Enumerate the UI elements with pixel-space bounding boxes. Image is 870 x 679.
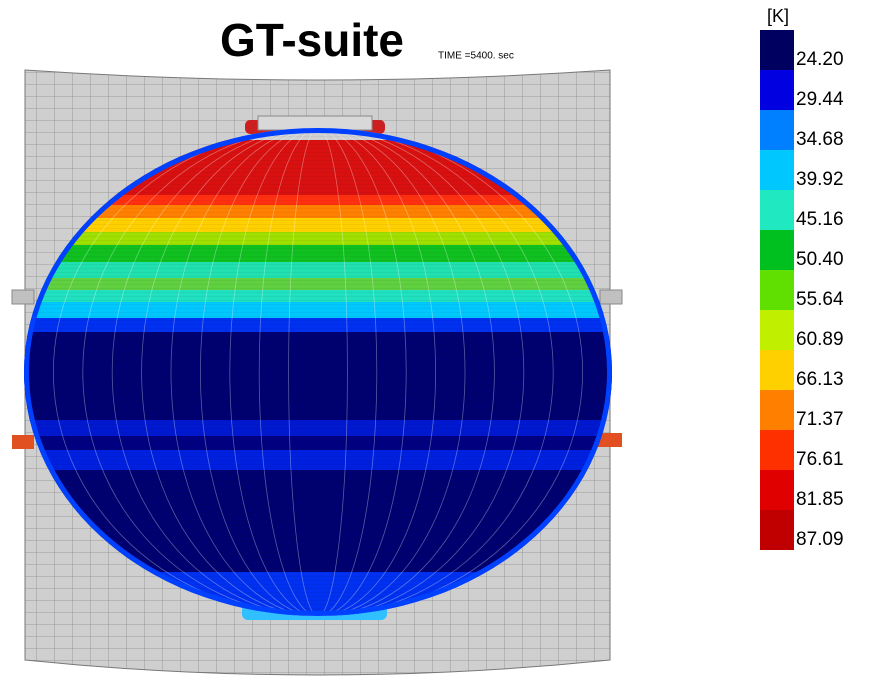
- legend: 24.20 29.44 34.68 39.92 45.16 50.40 55.64 60.89…: [760, 30, 844, 550]
- legend-swatch: [760, 510, 794, 550]
- legend-label: 29.44: [796, 89, 844, 110]
- legend-swatch: [760, 110, 794, 150]
- legend-swatch: [760, 190, 794, 230]
- mesh-fine: [24, 128, 612, 616]
- meridian: [199, 128, 436, 616]
- meridian: [82, 128, 554, 616]
- legend-label: 87.09: [796, 529, 844, 550]
- legend-swatch: [760, 350, 794, 390]
- legend-label: 71.37: [796, 409, 844, 430]
- legend-swatch: [760, 310, 794, 350]
- legend-swatch: [760, 230, 794, 270]
- sphere-rim: [24, 128, 612, 616]
- legend-unit: [K]: [767, 6, 789, 26]
- legend-label: 81.85: [796, 489, 844, 510]
- title: GT-suite: [220, 14, 404, 66]
- legend-label: 60.89: [796, 329, 844, 350]
- top-port-cap: [257, 115, 373, 131]
- flange: [11, 289, 35, 305]
- legend-swatch: [760, 470, 794, 510]
- legend-swatch: [760, 30, 794, 70]
- time-label: TIME =5400. sec: [438, 51, 514, 62]
- flange: [599, 289, 623, 305]
- meridian: [52, 128, 584, 616]
- legend-swatch: [760, 150, 794, 190]
- legend-label: 34.68: [796, 129, 844, 150]
- legend-swatch: [760, 430, 794, 470]
- meridian: [141, 128, 495, 616]
- flange: [598, 433, 622, 447]
- meridian: [111, 128, 525, 616]
- legend-label: 24.20: [796, 49, 844, 70]
- legend-swatch: [760, 390, 794, 430]
- legend-label: 55.64: [796, 289, 844, 310]
- legend-label: 76.61: [796, 449, 844, 470]
- legend-label: 45.16: [796, 209, 844, 230]
- meridian: [288, 128, 348, 616]
- meridian: [229, 128, 407, 616]
- flange: [12, 435, 34, 449]
- legend-label: 50.40: [796, 249, 844, 270]
- meridian: [258, 128, 378, 616]
- legend-label: 39.92: [796, 169, 844, 190]
- legend-swatch: [760, 270, 794, 310]
- legend-swatch: [760, 70, 794, 110]
- legend-label: 66.13: [796, 369, 844, 390]
- meridian: [170, 128, 466, 616]
